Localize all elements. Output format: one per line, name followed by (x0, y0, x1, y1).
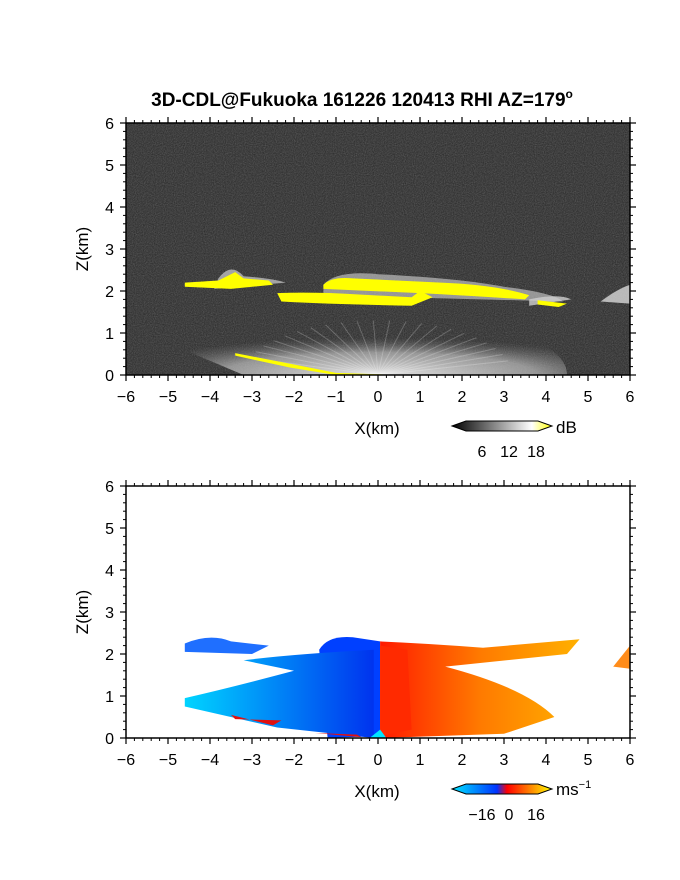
velocity-surface-streak-red (231, 714, 282, 726)
snr-beam-streak (377, 323, 423, 375)
snr-x-axis-label: X(km) (354, 419, 399, 438)
snr-yellow-layer-main-lower (277, 291, 433, 306)
snr-y-tick-label: 1 (105, 326, 114, 343)
snr-colorbar-strip (450, 420, 554, 432)
snr-colorbar: dB 6 12 18 (450, 418, 577, 461)
velocity-y-tick-label: 4 (105, 563, 114, 580)
snr-layer-halo-far (600, 284, 630, 304)
snr-beam-streak (377, 320, 391, 375)
velocity-colorbar-tick-label: −16 (468, 807, 495, 824)
snr-x-tick-label: −1 (327, 389, 345, 406)
velocity-y-tick-label: 3 (105, 605, 114, 622)
velocity-y-tick-label: 5 (105, 521, 114, 538)
snr-near-field-fan (189, 321, 567, 375)
snr-beam-streak (377, 360, 508, 375)
snr-x-tick-label: 1 (416, 389, 425, 406)
velocity-x-tick-label: 2 (458, 752, 467, 769)
snr-x-tick-label: 6 (626, 389, 635, 406)
velocity-y-tick-label: 1 (105, 689, 114, 706)
snr-y-tick-label: 3 (105, 242, 114, 259)
snr-y-tick-label: 5 (105, 158, 114, 175)
velocity-x-tick-label: 3 (500, 752, 509, 769)
velocity-x-tick-label: 6 (626, 752, 635, 769)
snr-colorbar-tick-label: 18 (527, 444, 545, 461)
velocity-colorbar-strip (450, 783, 554, 795)
chart-title: 3D-CDL@Fukuoka 161226 120413 RHI AZ=179o (151, 87, 573, 111)
snr-beam-streak (273, 340, 379, 375)
velocity-x-tick-label: −3 (243, 752, 261, 769)
velocity-panel: −6 −5 −4 −3 −2 −1 0 1 2 3 4 5 6 0 1 2 3 4 5 6 X(km) Z(km) m… (73, 479, 636, 824)
snr-x-tick-label: 4 (542, 389, 551, 406)
velocity-positive-region (380, 639, 580, 738)
snr-y-tick-label: 4 (105, 200, 114, 217)
velocity-x-tick-label: −1 (327, 752, 345, 769)
velocity-x-tick-label: −4 (201, 752, 219, 769)
snr-beam-streak (377, 325, 438, 375)
snr-x-tick-label: −3 (243, 389, 261, 406)
velocity-origin-cyan (369, 729, 387, 738)
velocity-y-tick-label: 0 (105, 731, 114, 748)
velocity-colorbar-unit: ms−1 (556, 779, 591, 799)
velocity-positive-core (380, 645, 412, 736)
snr-yellow-surface-streak (235, 353, 399, 375)
snr-beam-streak (377, 348, 496, 375)
velocity-colorbar: ms−1 −16 0 16 (450, 779, 591, 824)
snr-beam-streak (377, 332, 465, 375)
snr-beam-streak (325, 324, 379, 375)
snr-x-tick-label: −4 (201, 389, 219, 406)
snr-x-tick-label: −6 (117, 389, 135, 406)
snr-x-tick-label: 5 (584, 389, 593, 406)
snr-colorbar-unit: dB (556, 418, 577, 437)
velocity-x-tick-label: 0 (374, 752, 383, 769)
snr-x-tick-label: −2 (285, 389, 303, 406)
velocity-x-tick-label: 5 (584, 752, 593, 769)
snr-beam-streak (372, 320, 379, 375)
velocity-negative-layer-left (184, 637, 269, 654)
snr-y-axis-label: Z(km) (73, 227, 92, 271)
snr-y-tick-label: 6 (105, 116, 114, 133)
velocity-y-tick-label: 2 (105, 647, 114, 664)
snr-beam-streak (263, 345, 379, 375)
snr-beam-streak (340, 322, 379, 375)
velocity-colorbar-tick-label: 0 (505, 807, 514, 824)
velocity-surface-streak-red-2 (315, 732, 362, 738)
snr-yellow-layer-main-upper (323, 277, 530, 300)
velocity-positive-far (613, 645, 630, 669)
velocity-y-axis-label: Z(km) (73, 590, 92, 634)
snr-beam-streak (310, 327, 379, 375)
snr-beam-streak (377, 342, 487, 375)
snr-beam-streak (377, 354, 503, 375)
snr-yellow-layer-right (537, 300, 567, 307)
snr-beam-streak (377, 337, 477, 375)
snr-colorbar-tick-label: 6 (478, 444, 487, 461)
snr-beam-streak (377, 321, 407, 375)
snr-colorbar-tick-label: 12 (500, 444, 518, 461)
snr-yellow-layer-left (184, 272, 273, 289)
snr-y-tick-label: 2 (105, 284, 114, 301)
velocity-x-tick-label: −5 (159, 752, 177, 769)
velocity-x-tick-label: 4 (542, 752, 551, 769)
snr-y-tick-label: 0 (105, 368, 114, 385)
velocity-x-tick-label: −6 (117, 752, 135, 769)
snr-beam-streak (284, 335, 379, 375)
snr-x-tick-label: −5 (159, 389, 177, 406)
velocity-y-tick-label: 6 (105, 479, 114, 496)
snr-beam-streak (296, 330, 379, 375)
snr-beam-streak (377, 328, 452, 375)
velocity-x-tick-label: −2 (285, 752, 303, 769)
snr-beam-streak (356, 320, 379, 375)
snr-x-tick-label: 0 (374, 389, 383, 406)
snr-x-tick-label: 2 (458, 389, 467, 406)
velocity-colorbar-tick-label: 16 (527, 807, 545, 824)
snr-x-tick-label: 3 (500, 389, 509, 406)
velocity-x-axis-label: X(km) (354, 782, 399, 801)
snr-beam-streak (256, 351, 379, 375)
velocity-x-tick-label: 1 (416, 752, 425, 769)
